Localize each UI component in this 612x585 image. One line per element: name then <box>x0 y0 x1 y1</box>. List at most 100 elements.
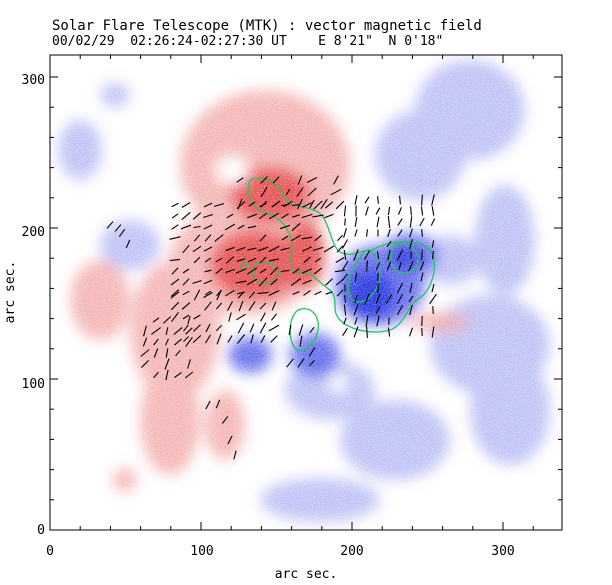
field-vector <box>181 202 191 208</box>
field-vector <box>270 278 278 286</box>
field-vector <box>298 324 304 336</box>
field-vector <box>260 200 268 208</box>
field-vector <box>235 280 247 284</box>
field-vector <box>203 279 213 285</box>
field-vector <box>302 202 312 208</box>
field-vector <box>420 272 424 282</box>
field-vector <box>302 246 312 252</box>
field-vector <box>187 359 191 369</box>
field-vector <box>397 249 403 261</box>
field-vector <box>431 326 435 338</box>
field-vector <box>142 337 148 347</box>
x-tick-label: 100 <box>190 544 213 559</box>
field-vector <box>270 313 278 321</box>
field-vector <box>237 322 245 334</box>
field-vector <box>169 258 181 262</box>
field-vector <box>386 240 392 248</box>
field-vector <box>226 213 234 219</box>
field-vector <box>431 240 435 248</box>
field-vector <box>151 327 161 335</box>
field-vector <box>227 335 233 343</box>
field-vector <box>203 224 213 230</box>
field-vector <box>175 349 181 357</box>
field-vector <box>399 195 401 205</box>
field-vector <box>335 278 345 286</box>
field-vector <box>214 234 224 242</box>
field-vector <box>314 257 322 263</box>
field-vector <box>303 290 311 296</box>
field-vector <box>259 322 267 334</box>
field-vector <box>237 224 245 230</box>
field-vector <box>205 334 211 344</box>
field-vector <box>269 258 279 262</box>
field-vector <box>431 194 435 206</box>
field-vector <box>325 291 333 295</box>
field-vector <box>281 235 289 241</box>
field-vector <box>292 291 300 295</box>
field-vector <box>341 260 349 272</box>
field-vector <box>297 358 305 368</box>
field-vector <box>330 188 342 196</box>
field-vector <box>182 244 190 254</box>
field-vector <box>419 261 425 271</box>
field-vector <box>268 290 280 296</box>
field-vector <box>420 206 424 216</box>
field-vector <box>297 175 303 185</box>
field-vector <box>409 239 413 249</box>
field-vector <box>353 249 359 261</box>
field-vector <box>365 206 369 216</box>
field-vector <box>353 304 359 316</box>
field-vector <box>365 315 369 327</box>
field-vector <box>216 289 222 301</box>
field-vector <box>260 186 268 198</box>
field-vector <box>259 302 267 310</box>
field-vector <box>193 256 201 264</box>
field-vector <box>246 278 258 286</box>
field-vector <box>377 283 379 293</box>
field-vector <box>291 222 301 232</box>
field-vector <box>236 313 246 321</box>
field-vector <box>309 199 315 209</box>
field-vector <box>409 282 413 294</box>
field-vector <box>365 229 369 237</box>
field-vector <box>182 290 190 296</box>
field-vector <box>397 218 403 226</box>
field-vector <box>279 224 291 230</box>
field-vector <box>215 302 223 310</box>
field-vector <box>376 315 380 327</box>
field-vector <box>182 314 190 320</box>
field-vector <box>171 202 179 208</box>
field-vector <box>215 257 223 263</box>
field-vector <box>280 269 290 273</box>
field-vector <box>408 295 414 303</box>
field-vector <box>260 312 266 322</box>
field-vector <box>259 268 267 274</box>
field-vector <box>387 216 391 228</box>
field-vector <box>366 326 368 338</box>
field-vector <box>268 324 280 332</box>
axis-ticks <box>49 55 562 531</box>
field-vector <box>342 239 348 249</box>
field-vector <box>192 334 202 344</box>
field-vector <box>183 324 189 332</box>
field-vector <box>238 300 244 312</box>
field-vector <box>185 327 193 335</box>
axes-frame <box>49 54 563 531</box>
field-vector <box>193 225 201 229</box>
noise-overlay <box>50 55 562 530</box>
field-vector <box>165 348 169 358</box>
field-vector <box>203 202 213 208</box>
field-vector <box>286 358 294 368</box>
field-vector <box>363 250 371 260</box>
field-vector <box>313 200 323 210</box>
field-vector <box>312 246 324 252</box>
field-vector <box>187 315 191 325</box>
field-map <box>50 55 562 530</box>
field-vector <box>192 245 202 253</box>
field-vector <box>215 324 223 332</box>
field-vector <box>114 224 122 232</box>
field-vector <box>385 294 393 304</box>
y-tick-label: 0 <box>37 523 45 538</box>
field-vector <box>205 323 211 333</box>
